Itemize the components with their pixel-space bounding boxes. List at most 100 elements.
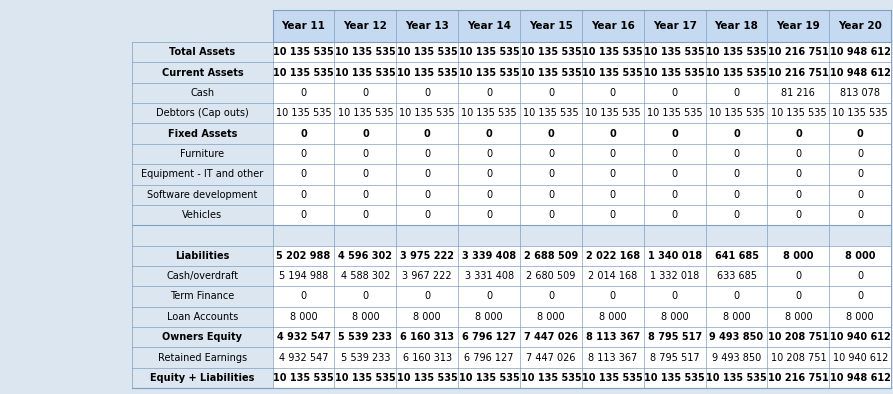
Text: 10 135 535: 10 135 535 xyxy=(338,108,393,118)
Text: 10 135 535: 10 135 535 xyxy=(521,373,581,383)
Text: 3 975 222: 3 975 222 xyxy=(400,251,455,261)
Text: 4 596 302: 4 596 302 xyxy=(338,251,392,261)
Text: 0: 0 xyxy=(733,292,739,301)
Text: Equity + Liabilities: Equity + Liabilities xyxy=(150,373,255,383)
Text: 8 000: 8 000 xyxy=(661,312,689,322)
Text: 0: 0 xyxy=(796,210,802,220)
Text: 8 000: 8 000 xyxy=(538,312,564,322)
Text: 0: 0 xyxy=(857,292,864,301)
Text: 8 000: 8 000 xyxy=(847,312,874,322)
Text: 0: 0 xyxy=(300,210,306,220)
Text: 8 795 517: 8 795 517 xyxy=(650,353,699,362)
Text: 10 135 535: 10 135 535 xyxy=(335,373,396,383)
Text: Year 18: Year 18 xyxy=(714,21,758,31)
Text: 10 135 535: 10 135 535 xyxy=(585,108,640,118)
Text: 0: 0 xyxy=(609,128,616,139)
Text: 0: 0 xyxy=(733,149,739,159)
Text: 10 135 535: 10 135 535 xyxy=(396,67,457,78)
Text: 0: 0 xyxy=(672,210,678,220)
Text: 0: 0 xyxy=(733,128,740,139)
Text: 0: 0 xyxy=(672,128,678,139)
Text: 10 940 612: 10 940 612 xyxy=(830,332,890,342)
Text: 8 000: 8 000 xyxy=(783,251,814,261)
Bar xyxy=(272,348,891,368)
Text: 0: 0 xyxy=(610,292,616,301)
Text: 10 135 535: 10 135 535 xyxy=(645,47,705,57)
Text: 633 685: 633 685 xyxy=(716,271,756,281)
Bar xyxy=(272,10,891,42)
Text: Year 16: Year 16 xyxy=(591,21,635,31)
Text: 2 680 509: 2 680 509 xyxy=(526,271,576,281)
Text: 0: 0 xyxy=(548,292,554,301)
Text: 10 135 535: 10 135 535 xyxy=(459,67,520,78)
Text: 0: 0 xyxy=(548,190,554,200)
Text: 0: 0 xyxy=(486,292,492,301)
Text: 8 000: 8 000 xyxy=(475,312,503,322)
Text: Cash/overdraft: Cash/overdraft xyxy=(166,271,238,281)
Text: 0: 0 xyxy=(363,210,369,220)
Text: 0: 0 xyxy=(610,169,616,179)
Text: 0: 0 xyxy=(796,169,802,179)
Text: 813 078: 813 078 xyxy=(840,88,880,98)
Text: 8 000: 8 000 xyxy=(599,312,627,322)
Text: 8 000: 8 000 xyxy=(289,312,317,322)
Text: 641 685: 641 685 xyxy=(714,251,758,261)
Text: 0: 0 xyxy=(672,169,678,179)
Text: 10 135 535: 10 135 535 xyxy=(582,373,643,383)
Text: 10 135 535: 10 135 535 xyxy=(706,47,767,57)
Text: 0: 0 xyxy=(857,271,864,281)
Text: 0: 0 xyxy=(486,169,492,179)
Text: 10 135 535: 10 135 535 xyxy=(273,67,334,78)
Text: Equipment - IT and other: Equipment - IT and other xyxy=(141,169,263,179)
Text: 10 135 535: 10 135 535 xyxy=(647,108,703,118)
Text: 0: 0 xyxy=(363,88,369,98)
Text: 0: 0 xyxy=(796,292,802,301)
Text: 10 135 535: 10 135 535 xyxy=(523,108,579,118)
Bar xyxy=(272,205,891,225)
Bar xyxy=(272,103,891,123)
Bar xyxy=(272,184,891,205)
Text: 0: 0 xyxy=(486,128,492,139)
Text: 8 000: 8 000 xyxy=(785,312,813,322)
Text: 10 135 535: 10 135 535 xyxy=(832,108,889,118)
Text: 10 135 535: 10 135 535 xyxy=(645,373,705,383)
Text: 6 796 127: 6 796 127 xyxy=(464,353,513,362)
Text: 7 447 026: 7 447 026 xyxy=(526,353,576,362)
Text: 8 000: 8 000 xyxy=(722,312,750,322)
Text: Term Finance: Term Finance xyxy=(171,292,235,301)
Bar xyxy=(272,286,891,307)
Text: Liabilities: Liabilities xyxy=(175,251,230,261)
Text: Loan Accounts: Loan Accounts xyxy=(167,312,238,322)
Text: 10 135 535: 10 135 535 xyxy=(399,108,455,118)
Text: 0: 0 xyxy=(795,128,802,139)
Text: 0: 0 xyxy=(672,88,678,98)
Text: 2 014 168: 2 014 168 xyxy=(588,271,638,281)
Text: 0: 0 xyxy=(424,292,430,301)
Text: 0: 0 xyxy=(424,190,430,200)
Text: 10 208 751: 10 208 751 xyxy=(768,332,829,342)
Text: 6 160 313: 6 160 313 xyxy=(400,332,455,342)
Text: 0: 0 xyxy=(796,271,802,281)
Text: 8 113 367: 8 113 367 xyxy=(586,332,640,342)
Text: 8 000: 8 000 xyxy=(352,312,380,322)
Bar xyxy=(272,266,891,286)
Text: 10 135 535: 10 135 535 xyxy=(396,47,457,57)
Text: 0: 0 xyxy=(548,149,554,159)
Text: 10 135 535: 10 135 535 xyxy=(521,47,581,57)
Text: Year 17: Year 17 xyxy=(653,21,697,31)
Bar xyxy=(272,42,891,62)
Text: 0: 0 xyxy=(547,128,555,139)
Text: 8 795 517: 8 795 517 xyxy=(647,332,702,342)
Bar xyxy=(272,83,891,103)
Text: 3 339 408: 3 339 408 xyxy=(462,251,516,261)
Text: 0: 0 xyxy=(857,149,864,159)
Text: 10 216 751: 10 216 751 xyxy=(768,67,829,78)
Text: 9 493 850: 9 493 850 xyxy=(710,332,764,342)
Text: 10 135 535: 10 135 535 xyxy=(462,108,517,118)
Bar xyxy=(272,307,891,327)
Text: 0: 0 xyxy=(486,149,492,159)
Text: 6 796 127: 6 796 127 xyxy=(462,332,516,342)
Text: 0: 0 xyxy=(857,128,864,139)
Text: 0: 0 xyxy=(363,190,369,200)
Bar xyxy=(272,123,891,144)
